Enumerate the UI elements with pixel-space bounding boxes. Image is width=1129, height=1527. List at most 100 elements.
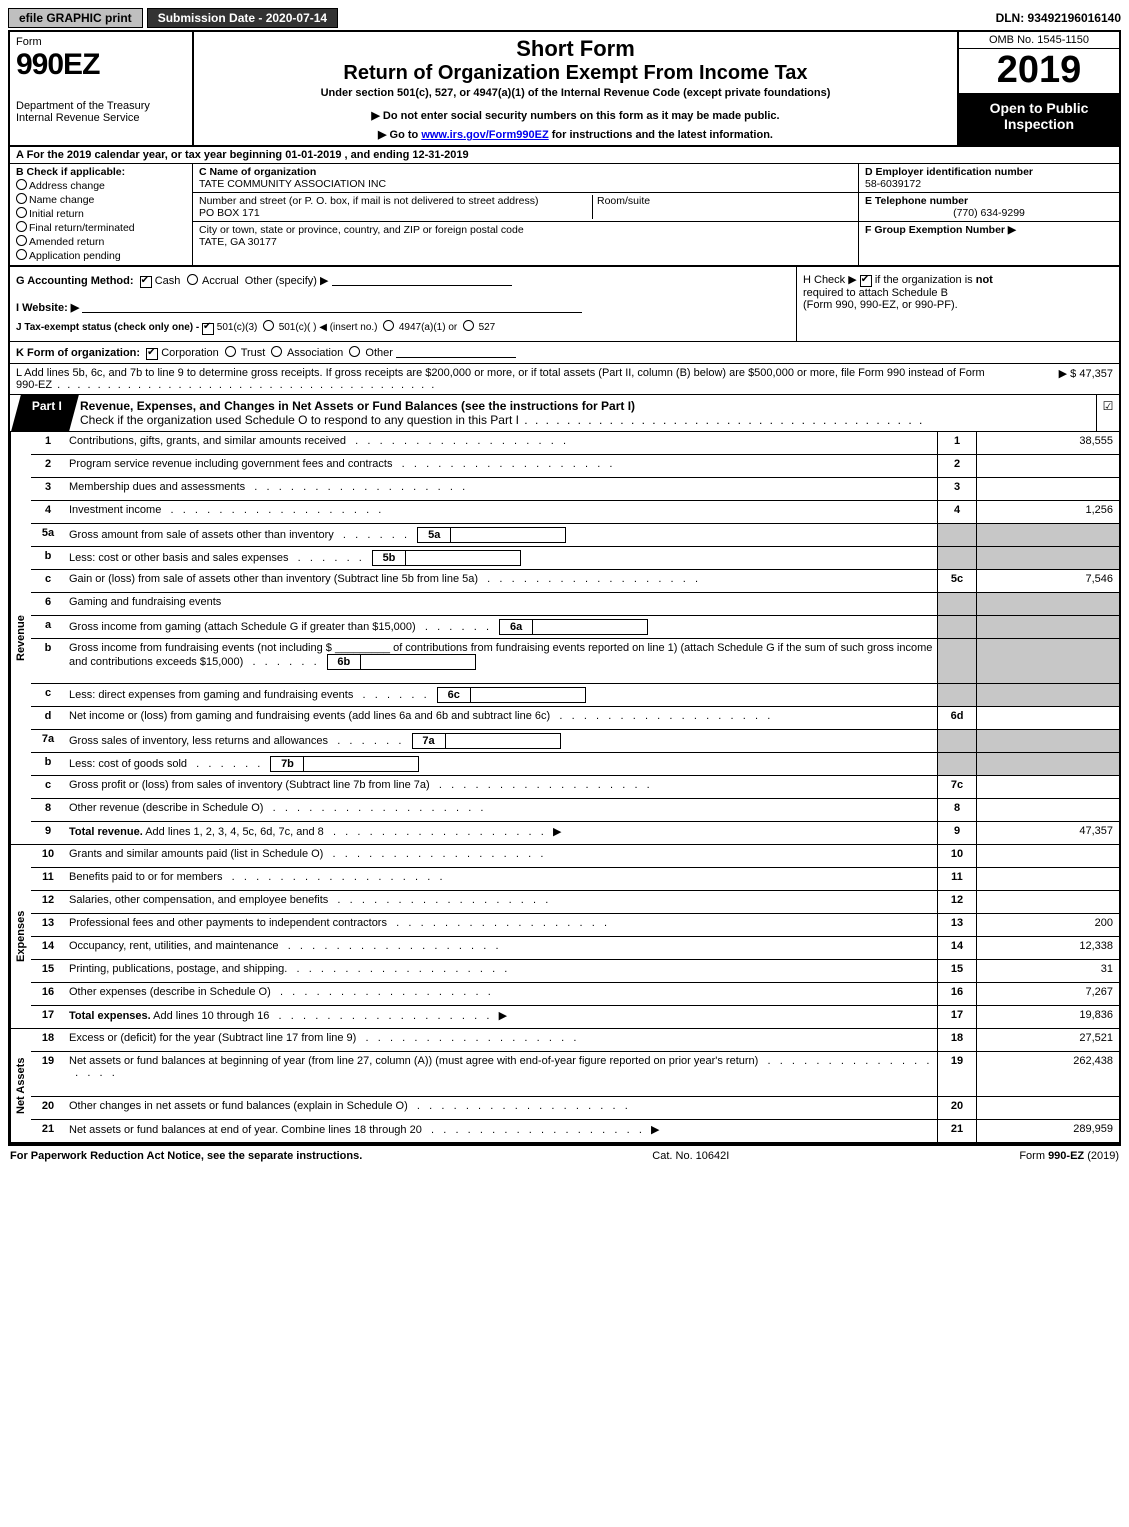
line-b: bGross income from fundraising events (n… [31, 639, 1119, 684]
line-right-val [976, 639, 1119, 683]
line-13: 13Professional fees and other payments t… [31, 914, 1119, 937]
org-name: TATE COMMUNITY ASSOCIATION INC [199, 178, 386, 190]
line-right-num: 9 [937, 822, 976, 844]
accrual-label: Accrual [202, 275, 239, 287]
chk-application-pending[interactable]: Application pending [16, 249, 186, 262]
line-a: aGross income from gaming (attach Schedu… [31, 616, 1119, 639]
line-desc: Gross sales of inventory, less returns a… [65, 730, 937, 752]
cash-label: Cash [155, 275, 181, 287]
line-num: b [31, 547, 65, 569]
line-right-num: 5c [937, 570, 976, 592]
chk-trust[interactable] [225, 346, 236, 357]
f-label: F Group Exemption Number ▶ [865, 224, 1016, 236]
other-org-input[interactable] [396, 345, 516, 358]
line-5a: 5aGross amount from sale of assets other… [31, 524, 1119, 547]
line-desc: Total revenue. Add lines 1, 2, 3, 4, 5c,… [65, 822, 937, 844]
4947-label: 4947(a)(1) or [399, 322, 457, 333]
line-num: 3 [31, 478, 65, 500]
chk-501c3[interactable] [202, 323, 214, 335]
line-right-val [976, 707, 1119, 729]
part-i-title: Revenue, Expenses, and Changes in Net As… [74, 395, 1096, 431]
line-num: 16 [31, 983, 65, 1005]
revenue-lines: 1Contributions, gifts, grants, and simil… [31, 432, 1119, 844]
line-11: 11Benefits paid to or for members . . . … [31, 868, 1119, 891]
line-desc: Net assets or fund balances at beginning… [65, 1052, 937, 1096]
h-not: not [976, 274, 993, 286]
line-desc: Benefits paid to or for members . . . . … [65, 868, 937, 890]
line-right-num: 10 [937, 845, 976, 867]
line-desc: Investment income . . . . . . . . . . . … [65, 501, 937, 523]
line-num: 2 [31, 455, 65, 477]
chk-address-change[interactable]: Address change [16, 179, 186, 192]
other-label: Other (specify) ▶ [245, 275, 329, 287]
chk-cash[interactable] [140, 276, 152, 288]
g-label: G Accounting Method: [16, 275, 134, 287]
line-right-num: 8 [937, 799, 976, 821]
line-3: 3Membership dues and assessments . . . .… [31, 478, 1119, 501]
efile-print-button[interactable]: efile GRAPHIC print [8, 8, 143, 28]
other-specify-input[interactable] [332, 273, 512, 286]
line-right-num: 14 [937, 937, 976, 959]
irs-link[interactable]: www.irs.gov/Form990EZ [421, 129, 548, 141]
chk-501c[interactable] [263, 320, 274, 331]
line-num: 12 [31, 891, 65, 913]
line-num: 1 [31, 432, 65, 454]
line-b: bLess: cost of goods sold . . . . . . 7b [31, 753, 1119, 776]
g-left: G Accounting Method: Cash Accrual Other … [10, 267, 796, 341]
line-right-num: 18 [937, 1029, 976, 1051]
city-row: City or town, state or province, country… [193, 222, 858, 250]
line-num: 11 [31, 868, 65, 890]
row-a-tax-year: A For the 2019 calendar year, or tax yea… [10, 147, 1119, 164]
line-num: 13 [31, 914, 65, 936]
chk-corp[interactable] [146, 348, 158, 360]
line-right-val [976, 455, 1119, 477]
chk-accrual[interactable] [187, 274, 198, 285]
line-right-val [976, 616, 1119, 638]
part-i-check[interactable]: ☑ [1096, 395, 1119, 431]
footer-left: For Paperwork Reduction Act Notice, see … [10, 1150, 362, 1162]
chk-4947[interactable] [383, 320, 394, 331]
header-left: Form 990EZ Department of the Treasury In… [10, 32, 194, 145]
line-right-num: 16 [937, 983, 976, 1005]
omb-number: OMB No. 1545-1150 [959, 32, 1119, 49]
line-right-val: 47,357 [976, 822, 1119, 844]
goto-pre: ▶ Go to [378, 129, 421, 141]
submission-date-button[interactable]: Submission Date - 2020-07-14 [147, 8, 338, 28]
line-right-val [976, 891, 1119, 913]
chk-other[interactable] [349, 346, 360, 357]
address-row: Number and street (or P. O. box, if mail… [193, 193, 858, 222]
chk-assoc[interactable] [271, 346, 282, 357]
chk-amended-return[interactable]: Amended return [16, 235, 186, 248]
c-label: C Name of organization [199, 166, 316, 178]
line-right-val [976, 478, 1119, 500]
line-right-num: 2 [937, 455, 976, 477]
line-15: 15Printing, publications, postage, and s… [31, 960, 1119, 983]
line-num: c [31, 684, 65, 706]
line-desc: Less: cost or other basis and sales expe… [65, 547, 937, 569]
line-desc: Gain or (loss) from sale of assets other… [65, 570, 937, 592]
footer-center: Cat. No. 10642I [362, 1150, 1019, 1162]
room-suite-label: Room/suite [592, 195, 650, 219]
chk-h[interactable] [860, 275, 872, 287]
line-19: 19Net assets or fund balances at beginni… [31, 1052, 1119, 1097]
other-org-label: Other [365, 347, 393, 359]
website-input[interactable] [82, 300, 582, 313]
line-21: 21Net assets or fund balances at end of … [31, 1120, 1119, 1142]
irs-label: Internal Revenue Service [16, 112, 186, 124]
line-right-num: 20 [937, 1097, 976, 1119]
line-num: 6 [31, 593, 65, 615]
header-center: Short Form Return of Organization Exempt… [194, 32, 957, 145]
line-right-val [976, 868, 1119, 890]
line-desc: Net assets or fund balances at end of ye… [65, 1120, 937, 1142]
chk-527[interactable] [463, 320, 474, 331]
chk-initial-return[interactable]: Initial return [16, 207, 186, 220]
return-title: Return of Organization Exempt From Incom… [200, 62, 951, 85]
line-desc: Gaming and fundraising events [65, 593, 937, 615]
chk-name-change[interactable]: Name change [16, 193, 186, 206]
expenses-lines: 10Grants and similar amounts paid (list … [31, 845, 1119, 1028]
under-section: Under section 501(c), 527, or 4947(a)(1)… [200, 87, 951, 99]
line-num: 5a [31, 524, 65, 546]
chk-final-return[interactable]: Final return/terminated [16, 221, 186, 234]
line-num: 21 [31, 1120, 65, 1142]
line-desc: Less: direct expenses from gaming and fu… [65, 684, 937, 706]
